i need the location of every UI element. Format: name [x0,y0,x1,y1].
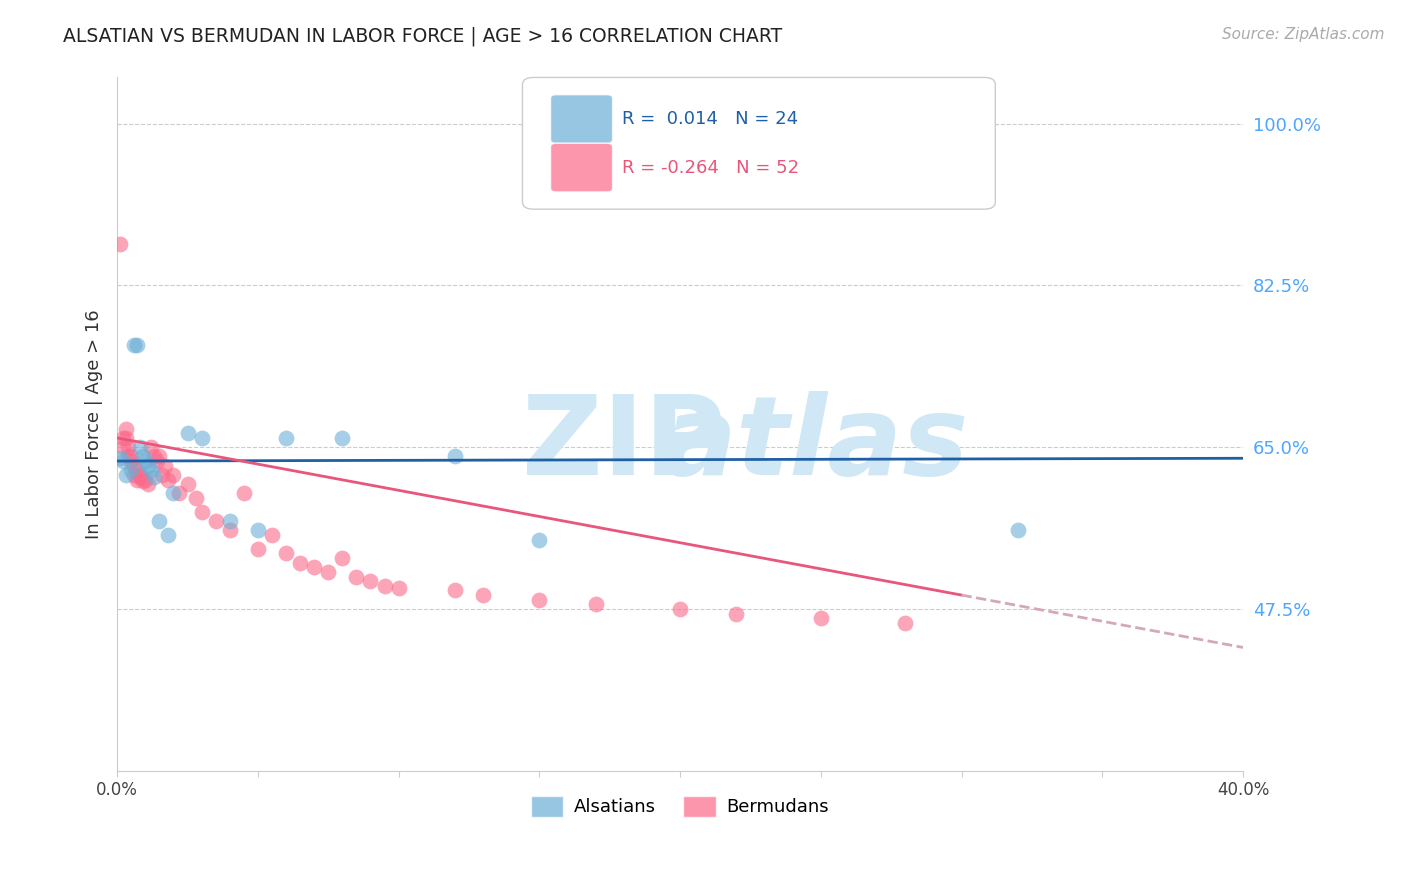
Text: R =  0.014   N = 24: R = 0.014 N = 24 [621,110,797,128]
Point [128,440,150,454]
Point [246,524,269,538]
Point [330,551,353,566]
Point [114,422,136,436]
Point [120,450,142,464]
Point [388,581,411,595]
Point [156,473,179,487]
Point [218,524,240,538]
Point [529,592,551,607]
Text: ZIP: ZIP [522,392,725,499]
Legend: Alsatians, Bermudans: Alsatians, Bermudans [523,789,837,824]
Point [288,556,311,570]
Point [136,477,159,491]
Point [246,541,269,556]
FancyBboxPatch shape [551,144,613,192]
Point [176,477,198,491]
Point [122,338,145,352]
Point [529,533,551,547]
Point [108,236,131,251]
Point [125,473,148,487]
Point [316,565,339,579]
FancyBboxPatch shape [523,78,995,209]
Point [274,431,297,445]
Point [190,505,212,519]
Point [669,602,692,616]
Point [131,450,153,464]
Point [725,607,748,621]
Point [142,469,165,483]
Point [122,467,145,482]
Point [117,440,139,454]
Text: R = -0.264   N = 52: R = -0.264 N = 52 [621,159,799,177]
Point [125,463,148,477]
Point [120,454,142,468]
Text: atlas: atlas [661,392,969,499]
Point [145,454,167,468]
Point [134,454,156,468]
Point [472,588,495,602]
FancyBboxPatch shape [551,95,613,144]
Point [131,475,153,489]
Point [117,450,139,464]
Point [344,569,367,583]
Point [128,469,150,483]
Point [114,467,136,482]
Point [190,431,212,445]
Point [360,574,382,589]
Point [128,467,150,482]
Point [156,528,179,542]
Point [218,514,240,528]
Point [153,458,176,473]
Point [894,615,917,630]
Point [176,426,198,441]
Point [111,440,134,454]
Point [444,583,467,598]
Point [114,431,136,445]
Point [111,454,134,468]
Point [142,450,165,464]
Point [232,486,254,500]
Point [585,597,607,611]
Point [184,491,207,505]
Point [444,450,467,464]
Point [148,514,170,528]
Point [111,431,134,445]
Point [1007,524,1029,538]
Text: Source: ZipAtlas.com: Source: ZipAtlas.com [1222,27,1385,42]
Text: ALSATIAN VS BERMUDAN IN LABOR FORCE | AGE > 16 CORRELATION CHART: ALSATIAN VS BERMUDAN IN LABOR FORCE | AG… [63,27,783,46]
Point [108,451,131,466]
Point [374,579,396,593]
Point [810,611,832,625]
Point [136,458,159,473]
Point [139,440,162,454]
Point [167,486,190,500]
Point [162,486,184,500]
Point [204,514,226,528]
Point [139,463,162,477]
Point [330,431,353,445]
Y-axis label: In Labor Force | Age > 16: In Labor Force | Age > 16 [86,310,103,539]
Point [302,560,325,574]
Point [150,467,173,482]
Point [260,528,283,542]
Point [134,473,156,487]
Point [162,467,184,482]
Point [125,338,148,352]
Point [120,463,142,477]
Point [274,546,297,560]
Point [148,450,170,464]
Point [122,458,145,473]
